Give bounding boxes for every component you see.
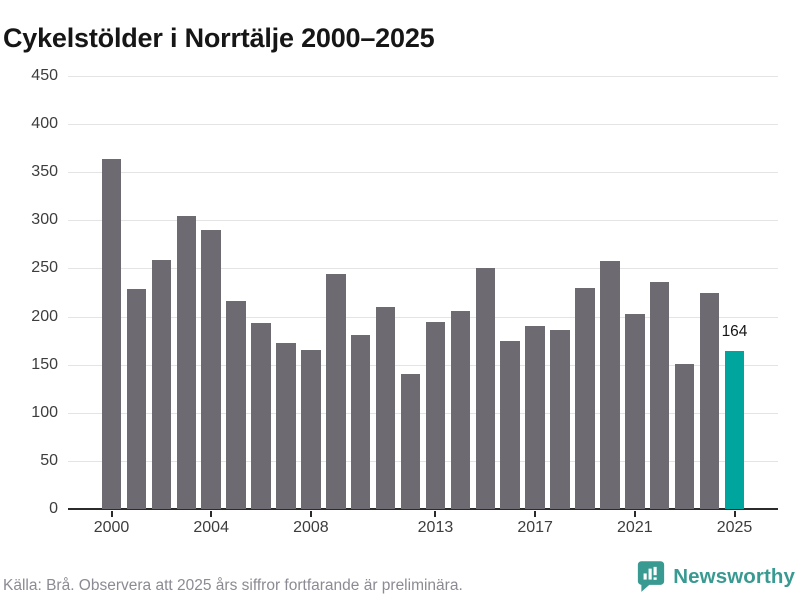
y-tick-label-150: 150 xyxy=(31,355,58,373)
bar-2023 xyxy=(674,363,695,509)
x-tick-2000 xyxy=(110,511,113,517)
gridline-300 xyxy=(68,220,778,222)
gridline-250 xyxy=(68,268,778,270)
bar-2008 xyxy=(301,350,321,509)
y-tick-label-0: 0 xyxy=(49,500,58,517)
bar-2019 xyxy=(575,287,595,509)
bar-2012 xyxy=(400,374,421,509)
bar-2007 xyxy=(276,342,296,509)
x-tick-2025 xyxy=(733,511,736,517)
bar-2001 xyxy=(126,288,147,509)
bar-2024 xyxy=(699,293,720,509)
x-tick-2017 xyxy=(534,511,537,517)
x-tick-2008 xyxy=(309,511,312,517)
bar-2015 xyxy=(475,268,496,509)
chart-title: Cykelstölder i Norrtälje 2000–2025 xyxy=(3,23,435,54)
x-tick-2021 xyxy=(633,511,636,517)
y-tick-label-200: 200 xyxy=(31,307,58,325)
x-tick-label-2008: 2008 xyxy=(293,519,329,536)
gridline-150 xyxy=(68,364,778,366)
gridline-50 xyxy=(68,460,778,462)
bar-2020 xyxy=(600,260,620,509)
source-note: Källa: Brå. Observera att 2025 års siffr… xyxy=(3,577,463,594)
x-tick-label-2000: 2000 xyxy=(93,519,130,536)
bar-2002 xyxy=(151,259,172,509)
bar-chart-speech-bubble-icon xyxy=(638,561,665,592)
y-tick-label-50: 50 xyxy=(40,451,58,469)
x-tick-label-2013: 2013 xyxy=(417,519,454,536)
bar-2021 xyxy=(625,313,645,509)
bar-2025 xyxy=(724,351,745,509)
bar-2004 xyxy=(201,229,221,509)
gridline-450 xyxy=(68,76,778,77)
y-tick-label-400: 400 xyxy=(31,115,58,133)
y-tick-label-350: 350 xyxy=(31,163,58,181)
bar-2009 xyxy=(326,274,346,509)
bar-2011 xyxy=(375,306,396,509)
bar-2003 xyxy=(176,215,196,509)
bar-2005 xyxy=(226,301,246,509)
y-tick-label-250: 250 xyxy=(31,259,58,277)
gridline-100 xyxy=(68,412,778,414)
gridline-200 xyxy=(68,316,778,318)
x-tick-label-2021: 2021 xyxy=(617,519,653,536)
x-tick-label-2025: 2025 xyxy=(716,519,753,536)
bar-2022 xyxy=(649,281,670,509)
gridline-350 xyxy=(68,172,778,174)
x-tick-2004 xyxy=(210,511,213,517)
bar-2000 xyxy=(101,158,122,509)
y-tick-label-100: 100 xyxy=(31,403,58,421)
bar-2010 xyxy=(350,334,371,509)
x-axis-line xyxy=(68,508,778,510)
bar-2013 xyxy=(425,322,446,509)
y-tick-label-300: 300 xyxy=(31,211,58,229)
gridline-400 xyxy=(68,124,778,126)
bar-2014 xyxy=(450,310,471,509)
bar-2016 xyxy=(500,340,520,509)
bar-2006 xyxy=(251,323,271,509)
x-tick-label-2004: 2004 xyxy=(193,519,229,536)
logo-wordmark: Newsworthy xyxy=(673,564,795,588)
x-tick-label-2017: 2017 xyxy=(517,519,553,536)
bar-2017 xyxy=(525,326,545,509)
value-label-2025: 164 xyxy=(721,323,748,341)
y-axis-labels: 0 50 100 150 200 250 300 350 400 450 xyxy=(0,68,58,517)
bar-2018 xyxy=(550,330,570,509)
x-tick-2013 xyxy=(434,511,437,517)
newsworthy-logo: Newsworthy xyxy=(637,560,795,593)
plot-area: 2000 2004 2008 2013 2017 2021 2025 164 xyxy=(68,76,778,536)
y-tick-label-450: 450 xyxy=(31,67,58,84)
